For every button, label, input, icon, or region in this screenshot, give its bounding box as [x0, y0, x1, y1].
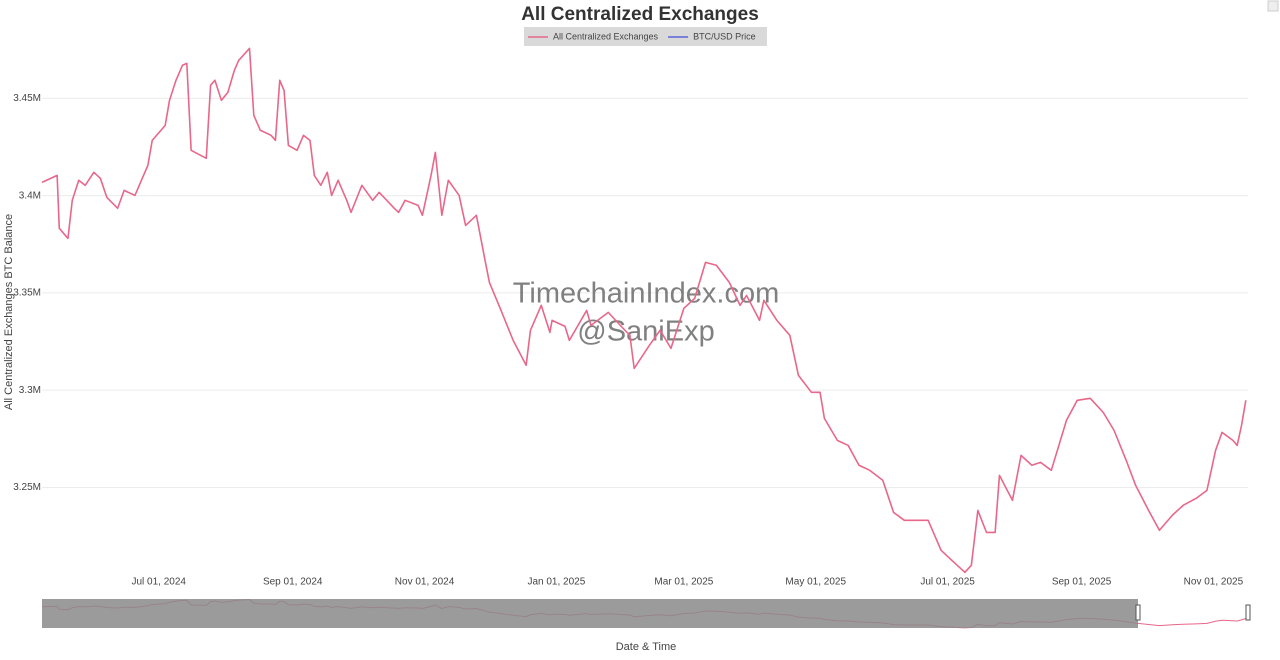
x-tick-label: Jul 01, 2025 [920, 577, 975, 588]
x-tick-label: Jul 01, 2024 [131, 577, 186, 588]
y-tick-label: 3.4M [19, 190, 41, 201]
grid [42, 97, 1248, 488]
x-tick-label: Nov 01, 2024 [395, 577, 455, 588]
x-tick-label: May 01, 2025 [785, 577, 846, 588]
legend-label: BTC/USD Price [693, 31, 756, 41]
chart-title: All Centralized Exchanges [521, 4, 759, 25]
watermark: @SaniExp [577, 316, 714, 348]
y-tick-label: 3.35M [13, 288, 41, 299]
y-axis-title: All Centralized Exchanges BTC Balance [3, 214, 15, 410]
x-tick-label: Mar 01, 2025 [654, 577, 713, 588]
navigator-handle[interactable] [1245, 604, 1251, 621]
x-tick-label: Sep 01, 2024 [263, 577, 323, 588]
y-tick-label: 3.3M [19, 385, 41, 396]
x-tick-label: Nov 01, 2025 [1184, 577, 1244, 588]
legend: All Centralized Exchanges BTC/USD Price [528, 31, 756, 41]
x-tick-label: Sep 01, 2025 [1052, 577, 1112, 588]
menu-icon[interactable] [1267, 0, 1279, 12]
x-axis-title: Date & Time [616, 641, 677, 653]
legend-label: All Centralized Exchanges [553, 31, 659, 41]
navigator-handle[interactable] [1135, 604, 1141, 621]
navigator-mask [42, 599, 1138, 628]
series-line [41, 47, 1247, 574]
x-tick-label: Jan 01, 2025 [527, 577, 585, 588]
legend-box [524, 27, 767, 46]
y-tick-label: 3.45M [13, 93, 41, 104]
y-tick-label: 3.25M [13, 482, 41, 493]
